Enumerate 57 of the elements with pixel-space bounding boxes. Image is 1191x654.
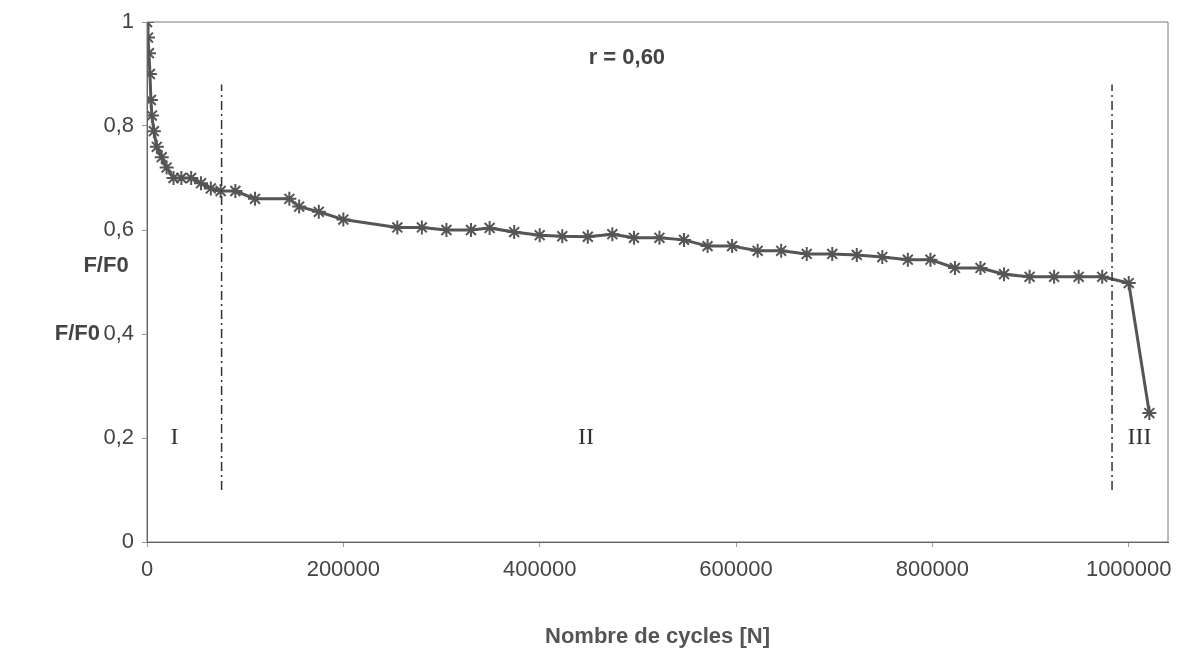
point: [874, 249, 891, 266]
point: [153, 149, 170, 166]
x-tick-label: 800000: [895, 556, 970, 582]
point: [506, 224, 523, 241]
point: [676, 231, 693, 248]
point: [749, 242, 766, 259]
point: [996, 266, 1013, 283]
point: [579, 228, 596, 245]
point: [651, 229, 668, 246]
point: [1046, 268, 1063, 285]
point: [148, 138, 165, 155]
x-tick-label: 400000: [502, 556, 577, 582]
point: [1120, 275, 1137, 292]
point: [554, 228, 571, 245]
point: [1141, 405, 1158, 422]
point: [699, 238, 716, 255]
x-tick-label: 600000: [699, 556, 773, 582]
point: [481, 219, 498, 236]
x-tick-label: 1000000: [1085, 556, 1172, 582]
annotation: I: [170, 423, 179, 450]
y-tick-label: 0: [121, 528, 134, 554]
point: [1094, 268, 1111, 285]
point: [946, 259, 963, 276]
point: [773, 242, 790, 259]
point: [227, 183, 244, 199]
annotation: II: [578, 423, 595, 450]
point: [281, 190, 298, 207]
y-tick-label: 0,4: [103, 320, 134, 346]
point: [147, 123, 162, 140]
point: [335, 211, 352, 228]
point: [724, 238, 741, 255]
y-axis-title: F/F0: [54, 320, 100, 346]
point: [158, 159, 175, 176]
annotation: r = 0,60: [588, 44, 666, 70]
point: [212, 183, 229, 199]
y-tick-label: 1: [121, 8, 134, 34]
point: [1070, 268, 1087, 285]
text: F/F0: [83, 252, 129, 278]
y-tick-label: 0,2: [103, 424, 134, 450]
point: [922, 251, 939, 268]
y-tick-label: 0,6: [103, 216, 134, 242]
x-axis-title: Nombre de cycles [N]: [545, 622, 770, 648]
x-tick-label: 200000: [306, 556, 381, 582]
annotation: III: [1127, 423, 1152, 450]
point: [310, 203, 327, 220]
point: [531, 227, 548, 244]
point: [246, 190, 263, 207]
point: [291, 198, 308, 215]
point: [604, 226, 621, 243]
point: [899, 251, 916, 268]
x-tick-label: 0: [140, 556, 154, 582]
point: [202, 180, 219, 197]
y-tick-label: 0,8: [103, 112, 134, 138]
point: [193, 175, 209, 192]
point: [798, 245, 815, 262]
point: [625, 229, 642, 246]
point: [1021, 268, 1038, 285]
